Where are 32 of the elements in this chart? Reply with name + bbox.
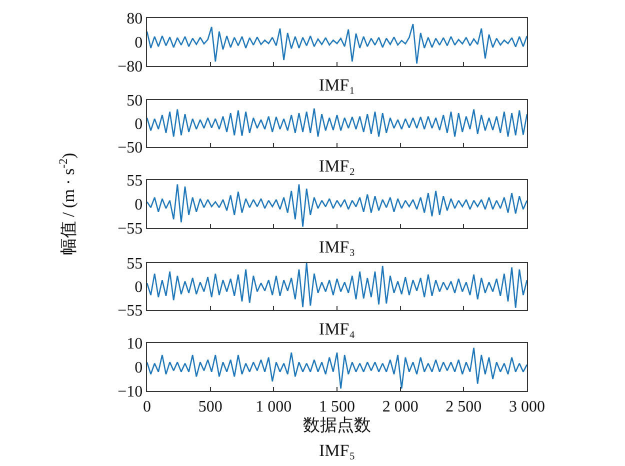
- x-axis-title: IMF₂: [318, 156, 356, 176]
- line-series: [147, 184, 527, 228]
- x-tick-label: 2 500: [446, 398, 482, 416]
- line-series: [147, 23, 527, 64]
- y-tick-label: 50: [126, 92, 143, 110]
- x-axis-title: IMF₄: [318, 320, 356, 338]
- x-tick-label: 2 000: [382, 398, 418, 416]
- y-tick-label: 80: [126, 10, 143, 28]
- y-tick-label: 55: [126, 172, 143, 190]
- y-tick-label: 0: [134, 196, 143, 214]
- x-axis-title: IMF₃: [318, 238, 356, 256]
- y-tick-label: −55: [118, 220, 143, 238]
- y-tick-label: 10: [126, 336, 143, 353]
- x-tick-label: 3 000: [509, 398, 545, 416]
- x-tick-label: 1 000: [256, 398, 292, 416]
- x-tick-label: 1 500: [319, 398, 355, 416]
- text: IMF₅: [319, 441, 356, 460]
- line-series: [147, 108, 527, 138]
- y-tick-label: −10: [118, 384, 143, 401]
- y-tick-label: −50: [118, 140, 143, 157]
- line-series: [147, 347, 527, 390]
- y-tick-label: −55: [118, 302, 143, 320]
- y-tick-label: 0: [134, 116, 143, 134]
- y-tick-label: 0: [134, 34, 143, 52]
- line-series: [147, 263, 527, 309]
- x-axis-title: 数据点数: [303, 415, 371, 434]
- y-tick-label: −80: [118, 58, 143, 76]
- y-tick-label: 55: [126, 256, 143, 273]
- x-axis-title: IMF₁: [318, 76, 356, 94]
- y-tick-label: 0: [134, 360, 143, 377]
- x-tick-label: 500: [198, 398, 222, 416]
- y-tick-label: 0: [134, 279, 143, 296]
